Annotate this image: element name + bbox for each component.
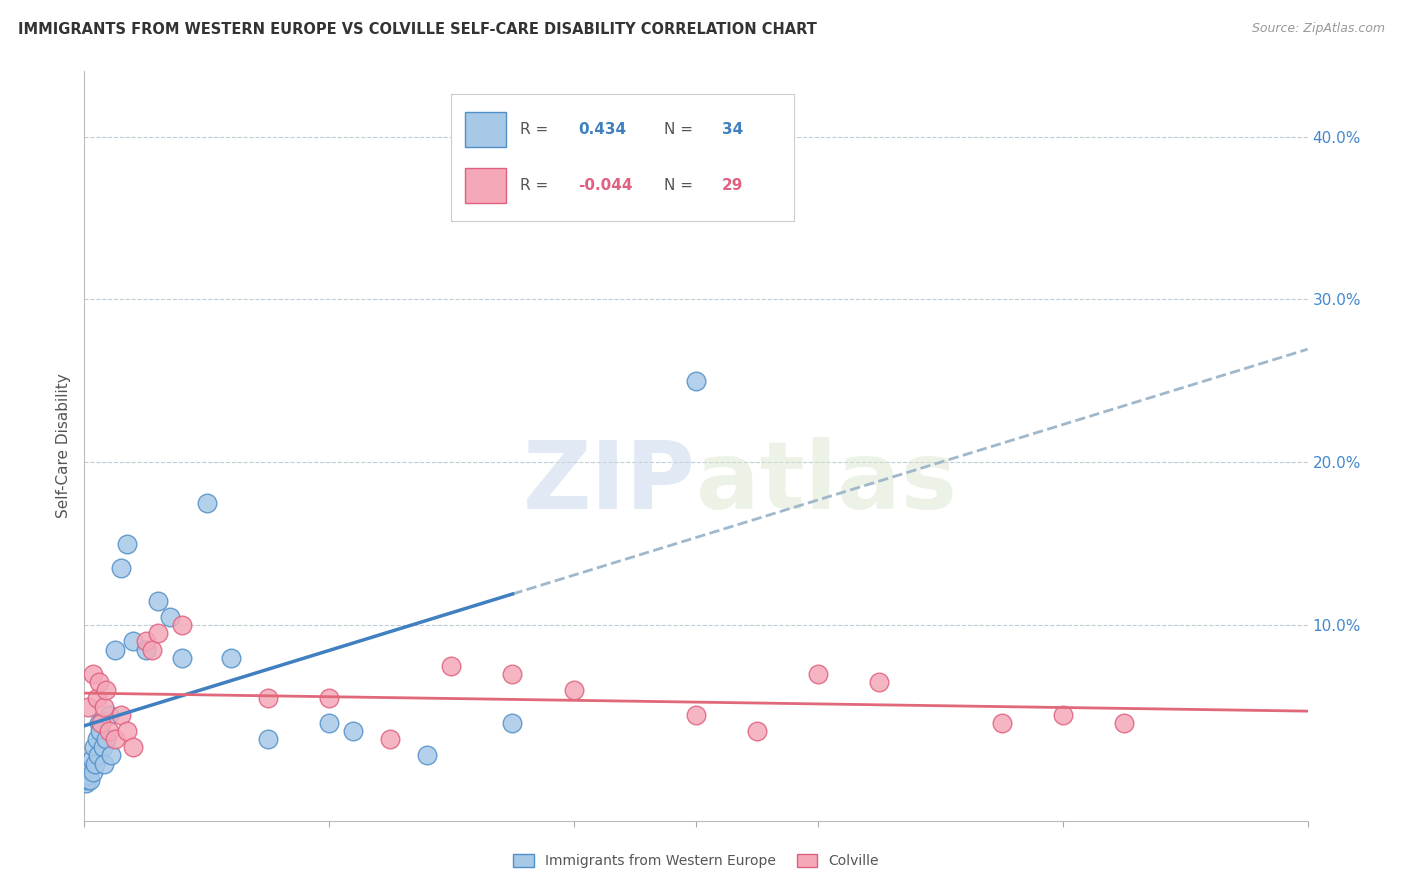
Point <box>502 715 524 730</box>
Point <box>79 772 101 787</box>
Point <box>84 756 107 771</box>
Point <box>97 724 120 739</box>
Point <box>86 732 108 747</box>
Point <box>93 699 115 714</box>
Point <box>991 715 1014 730</box>
Point <box>75 776 97 790</box>
Point <box>1114 715 1136 730</box>
Point <box>195 496 218 510</box>
Point <box>807 667 830 681</box>
Point <box>80 752 103 766</box>
Point <box>110 707 132 722</box>
Point <box>159 610 181 624</box>
Point <box>115 537 138 551</box>
Point <box>115 724 138 739</box>
Point <box>562 683 585 698</box>
Point <box>685 374 707 388</box>
Point <box>135 642 157 657</box>
Point <box>172 618 194 632</box>
Y-axis label: Self-Care Disability: Self-Care Disability <box>56 374 72 518</box>
Point <box>685 707 707 722</box>
Legend: Immigrants from Western Europe, Colville: Immigrants from Western Europe, Colville <box>508 848 884 873</box>
Point <box>87 675 110 690</box>
Point <box>318 691 340 706</box>
Point <box>86 691 108 706</box>
Point <box>146 626 169 640</box>
Point <box>100 748 122 763</box>
Point <box>747 724 769 739</box>
Point <box>122 634 145 648</box>
Point <box>97 707 120 722</box>
Point <box>89 724 111 739</box>
Point <box>77 762 100 776</box>
Point <box>146 593 169 607</box>
Point <box>318 715 340 730</box>
Point <box>82 764 104 779</box>
Point <box>440 659 463 673</box>
Text: IMMIGRANTS FROM WESTERN EUROPE VS COLVILLE SELF-CARE DISABILITY CORRELATION CHAR: IMMIGRANTS FROM WESTERN EUROPE VS COLVIL… <box>18 22 817 37</box>
Point <box>77 699 100 714</box>
Point <box>96 683 118 698</box>
Point <box>87 715 110 730</box>
Point <box>869 675 891 690</box>
Point <box>82 667 104 681</box>
Point <box>135 634 157 648</box>
Point <box>257 691 280 706</box>
Point <box>83 740 105 755</box>
Point <box>219 650 242 665</box>
Point <box>91 740 114 755</box>
Point <box>380 732 402 747</box>
Point <box>93 756 115 771</box>
Text: Source: ZipAtlas.com: Source: ZipAtlas.com <box>1251 22 1385 36</box>
Point <box>110 561 132 575</box>
Text: atlas: atlas <box>696 437 957 530</box>
Text: ZIP: ZIP <box>523 437 696 530</box>
Point <box>104 642 127 657</box>
Point <box>141 642 163 657</box>
Point <box>416 748 439 763</box>
Point <box>76 772 98 787</box>
Point <box>96 732 118 747</box>
Point <box>90 715 112 730</box>
Point <box>257 732 280 747</box>
Point <box>172 650 194 665</box>
Point <box>502 667 524 681</box>
Point <box>122 740 145 755</box>
Point <box>77 768 100 782</box>
Point <box>342 724 364 739</box>
Point <box>104 732 127 747</box>
Point <box>87 748 110 763</box>
Point <box>1052 707 1074 722</box>
